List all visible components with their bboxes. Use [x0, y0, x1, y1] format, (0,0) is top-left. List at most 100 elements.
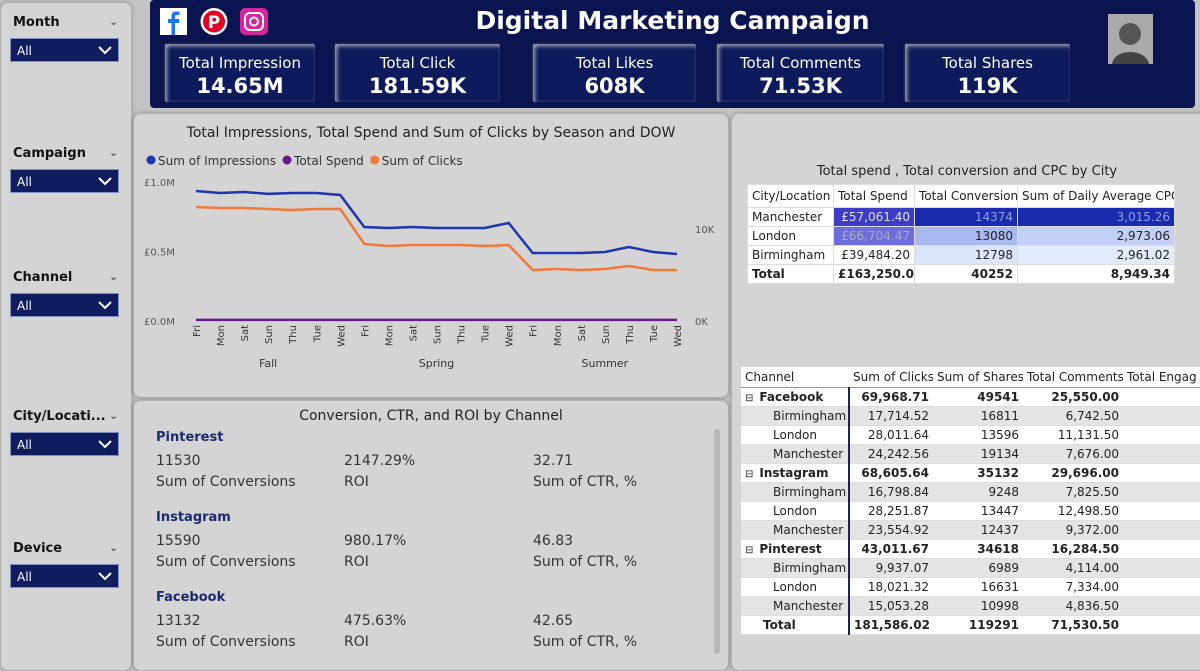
legend-marker	[146, 155, 156, 165]
total-cell: 40252	[914, 264, 1018, 284]
cell: 91	[1123, 577, 1200, 597]
kpi-value: 608K	[584, 74, 645, 98]
kpi-value: 181.59K	[368, 74, 467, 98]
kpi-label: Total Likes	[575, 54, 654, 72]
cell: 96	[1123, 444, 1200, 464]
column-header: Total Spend	[833, 184, 915, 208]
metric-value: 11530	[156, 453, 201, 469]
x-tick-label: Tue	[312, 325, 323, 343]
cell-text: 18,021.32	[867, 580, 929, 594]
cell-text: 71,530.50	[1051, 618, 1119, 632]
cell: ⊟ Instagram	[741, 463, 849, 483]
cell: 15,053.28	[848, 596, 933, 616]
cell: 6,742.50	[1023, 406, 1123, 426]
x-tick-label: Sun	[264, 325, 275, 344]
cell-text: Birmingham	[773, 561, 847, 575]
filter-dropdown[interactable]: All	[10, 293, 119, 317]
expand-toggle[interactable]: ⊟	[745, 469, 754, 480]
column-header: Channel	[741, 367, 849, 388]
cell: London	[741, 425, 849, 445]
child-row: Manchester 15,053.28 10998 4,836.50 75	[741, 596, 1200, 616]
cell: 4,114.00	[1023, 558, 1123, 578]
metric-label: ROI	[344, 474, 369, 490]
y-tick-label: £0.5M	[144, 247, 175, 258]
x-tick-label: Fri	[192, 325, 203, 337]
cell-text: 6989	[988, 561, 1019, 575]
cell: 93	[1123, 425, 1200, 445]
arrow	[98, 301, 112, 310]
cell-text: 6,742.50	[1065, 409, 1119, 423]
cell-text: 17,714.52	[867, 409, 929, 423]
cell-text: 16,798.84	[867, 485, 929, 499]
cell-text: 12437	[980, 523, 1019, 537]
cell-text: 69,968.71	[861, 390, 929, 404]
filter-dropdown[interactable]: All	[10, 432, 119, 456]
child-row: Birmingham 17,714.52 16811 6,742.50 95	[741, 406, 1200, 426]
cell: 49541	[933, 387, 1023, 407]
dropdown-arrow	[98, 177, 112, 186]
filter-value: All	[17, 299, 32, 313]
cell: 16,284.50	[1023, 539, 1123, 559]
cell: Manchester	[741, 596, 849, 616]
x-group-label: Summer	[582, 357, 629, 370]
cell-text: 16631	[980, 580, 1019, 594]
filter-dropdown[interactable]: All	[10, 38, 119, 62]
group-row: ⊟ Instagram 68,605.64 35132 29,696.00 279,	[741, 463, 1200, 483]
dropdown-arrow	[98, 301, 112, 310]
filter-chevron: ⌄	[109, 146, 119, 159]
cell: 17,714.52	[848, 406, 933, 426]
cell: 4,836.50	[1023, 596, 1123, 616]
x-tick-label: Mon	[553, 325, 564, 346]
metric-value: 32.71	[533, 453, 574, 469]
child-row: Birmingham 9,937.07 6989 4,114.00 94	[741, 558, 1200, 578]
metric-value: 980.17%	[344, 533, 407, 549]
filter-label: City/Locati...	[13, 409, 106, 424]
cell-text: 23,554.92	[867, 523, 929, 537]
cell-text: 4,114.00	[1065, 561, 1119, 575]
child-row: London 28,011.64 13596 11,131.50 93	[741, 425, 1200, 445]
cell-text: 29,696.00	[1051, 466, 1119, 480]
cell: 28,011.64	[848, 425, 933, 445]
cell-text: 16811	[980, 409, 1019, 423]
metric-value: 15590	[156, 533, 201, 549]
cell: 75	[1123, 596, 1200, 616]
filter-chevron: ⌄	[109, 541, 119, 554]
total-cell: 119291	[933, 615, 1023, 635]
cell: 43,011.67	[848, 539, 933, 559]
cell-text: Birmingham	[773, 485, 847, 499]
cell-text: London	[773, 428, 817, 442]
filter-dropdown[interactable]: All	[10, 564, 119, 588]
cell-text: Manchester	[773, 599, 844, 613]
metric-label: ROI	[344, 554, 369, 570]
conversion-title: Conversion, CTR, and ROI by Channel	[299, 408, 563, 424]
expand-toggle[interactable]: ⊟	[745, 393, 754, 404]
x-tick-label: Tue	[649, 325, 660, 343]
arrow	[98, 46, 112, 55]
kpi-label: Total Click	[379, 54, 456, 72]
cell: 25,550.00	[1023, 387, 1123, 407]
x-tick-label: Wed	[673, 325, 684, 347]
group-row: ⊟ Facebook 69,968.71 49541 25,550.00 295,	[741, 387, 1200, 407]
cell: 69,968.71	[848, 387, 933, 407]
filter-dropdown[interactable]: All	[10, 169, 119, 193]
cell-text: 181,586.02	[854, 618, 930, 632]
cell-text: 11,131.50	[1057, 428, 1119, 442]
cell: 279,	[1123, 463, 1200, 483]
x-tick-label: Sat	[408, 325, 419, 341]
kpi-card: Total Click 181.59K	[335, 44, 500, 102]
cell: £66,704.47	[833, 226, 915, 246]
cell-text: Birmingham	[773, 409, 847, 423]
x-tick-label: Mon	[216, 325, 227, 346]
cell: 2,973.06	[1017, 226, 1175, 246]
instagram-lens	[249, 16, 259, 27]
cell-text: 34618	[977, 542, 1019, 556]
cell: £57,061.40	[833, 207, 915, 227]
dropdown-arrow	[98, 572, 112, 581]
cell: 12437	[933, 520, 1023, 540]
avatar-head	[1119, 23, 1141, 45]
cell-text: Instagram	[759, 466, 829, 480]
cell: 68,605.64	[848, 463, 933, 483]
expand-toggle[interactable]: ⊟	[745, 545, 754, 556]
cell: Manchester	[741, 520, 849, 540]
legend-label: Total Spend	[293, 154, 364, 168]
